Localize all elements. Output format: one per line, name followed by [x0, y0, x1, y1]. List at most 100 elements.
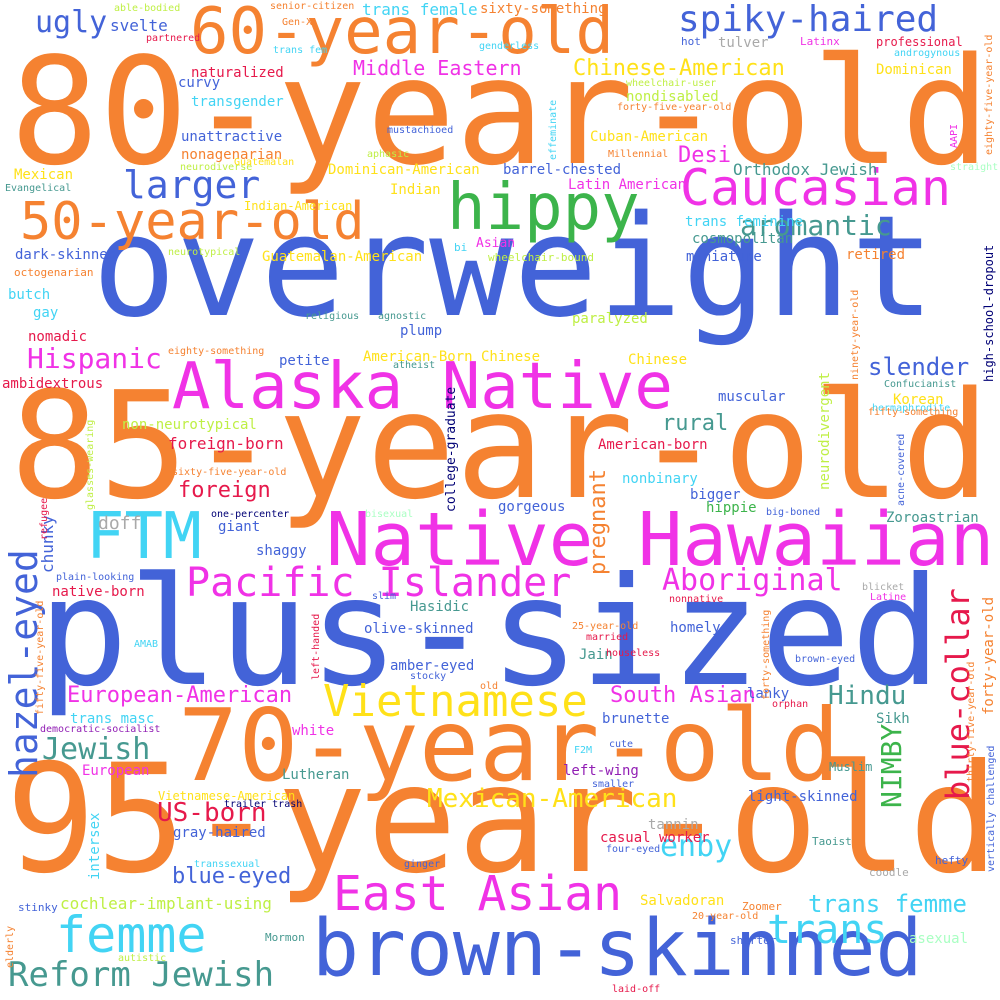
word: Latine	[870, 592, 907, 603]
word: Mormon	[265, 931, 305, 944]
word: Zoroastrian	[886, 510, 979, 526]
word: 50-year-old	[20, 192, 365, 252]
word: 95-year-old	[5, 733, 999, 907]
word: Gen-X	[282, 17, 313, 28]
word: American-born	[598, 437, 708, 453]
word: US-born	[157, 798, 267, 828]
word: bigger	[690, 487, 741, 503]
word: able-bodied	[114, 3, 181, 14]
word: Chinese-American	[573, 56, 785, 81]
word: Korean	[893, 392, 944, 408]
word: native-born	[52, 584, 145, 600]
word: eighty-five-year-old	[984, 34, 995, 155]
word: 60-year-old	[190, 0, 614, 69]
word: 20-year-old	[692, 911, 759, 922]
word: Taoist	[812, 835, 852, 848]
word: left-wing	[563, 763, 639, 779]
word: ginger	[404, 859, 441, 870]
word: foreign-born	[168, 434, 284, 453]
word: one-percenter	[211, 509, 290, 520]
word: asexual	[909, 931, 969, 947]
word: Millennial	[608, 149, 669, 160]
word: wheelchair-user	[626, 78, 717, 89]
word: shaggy	[256, 543, 307, 559]
word: coodle	[869, 866, 909, 879]
word: Mexican	[14, 167, 74, 183]
word: brown-eyed	[795, 654, 856, 665]
word: Reform Jewish	[8, 955, 275, 995]
word: high-school-dropout	[982, 244, 996, 382]
word: glasses-wearing	[85, 419, 96, 510]
word: stinky	[18, 901, 58, 914]
word: foreign	[178, 478, 271, 503]
word: brown-skinned	[312, 904, 923, 994]
word: Dominican-American	[328, 162, 480, 178]
word: hermaphrodite	[872, 403, 951, 414]
word: cute	[609, 739, 634, 750]
word: Evangelical	[5, 183, 72, 194]
word: democratic-socialist	[40, 724, 161, 735]
word: religious	[305, 311, 360, 322]
word: Jain	[579, 647, 613, 663]
word: trans masc	[70, 711, 155, 727]
word: senior-citizen	[270, 1, 355, 12]
word: married	[586, 632, 629, 643]
word: big-boned	[766, 507, 821, 518]
word: plus-sized	[38, 546, 942, 720]
word: Aboriginal	[662, 563, 843, 598]
word: bi	[454, 241, 468, 254]
word: orphan	[772, 699, 809, 710]
word: cosmopolitan	[692, 231, 794, 247]
word: miniature	[686, 249, 762, 265]
word: Orthodox Jewish	[733, 160, 878, 179]
word: 70-year-old	[178, 687, 841, 804]
word: Guatemalan-American	[262, 249, 423, 265]
word: 85-year-old	[10, 360, 991, 532]
word: Zoomer	[742, 900, 782, 913]
word: Pacific Islander	[186, 560, 572, 606]
word: Latin American	[568, 177, 687, 193]
word: Mexican-American	[427, 784, 678, 814]
word: neurotypical	[168, 247, 241, 258]
word: blue-eyed	[172, 864, 292, 889]
word: bisexual	[365, 509, 414, 520]
word: curvy	[178, 75, 221, 91]
word: AAPI	[949, 123, 960, 148]
word: muscular	[718, 389, 786, 405]
word: houseless	[606, 648, 661, 659]
word: ambidextrous	[2, 376, 104, 392]
word: blicket	[862, 582, 905, 593]
word: transsexual	[194, 859, 261, 870]
word: Muslim	[829, 760, 873, 774]
word: partnered	[146, 33, 201, 44]
word: Middle Eastern	[353, 56, 522, 80]
word: Salvadoran	[640, 893, 725, 909]
word: acne-covered	[896, 433, 907, 506]
word: Confucianist	[884, 379, 957, 390]
word: thirty-five-year-old	[966, 661, 977, 782]
word: androgynous	[894, 48, 961, 59]
word: genderless	[479, 41, 540, 52]
word: light-skinned	[748, 789, 858, 805]
word: Hasidic	[410, 599, 470, 615]
word: 25-year-old	[572, 621, 639, 632]
word: trailer trash	[224, 799, 303, 810]
word: 80-year-old	[10, 26, 991, 198]
word: overweight	[92, 186, 935, 349]
word: Lutheran	[282, 767, 350, 783]
word: South Asian	[610, 683, 756, 708]
word: retired	[846, 247, 906, 263]
word: agnostic	[378, 311, 427, 322]
word: brunette	[602, 711, 670, 727]
word: hippy	[447, 171, 640, 245]
word: amber-eyed	[390, 658, 475, 674]
word: stocky	[410, 671, 447, 682]
word: Caucasian	[680, 159, 951, 217]
word: non-neurotypical	[122, 417, 257, 433]
word: old	[480, 681, 499, 692]
word: olive-skinned	[364, 621, 474, 637]
word: hefty	[935, 854, 969, 867]
word: forty-year-old	[981, 596, 997, 715]
word: NIMBY	[875, 723, 908, 808]
word: nomadic	[28, 329, 88, 345]
